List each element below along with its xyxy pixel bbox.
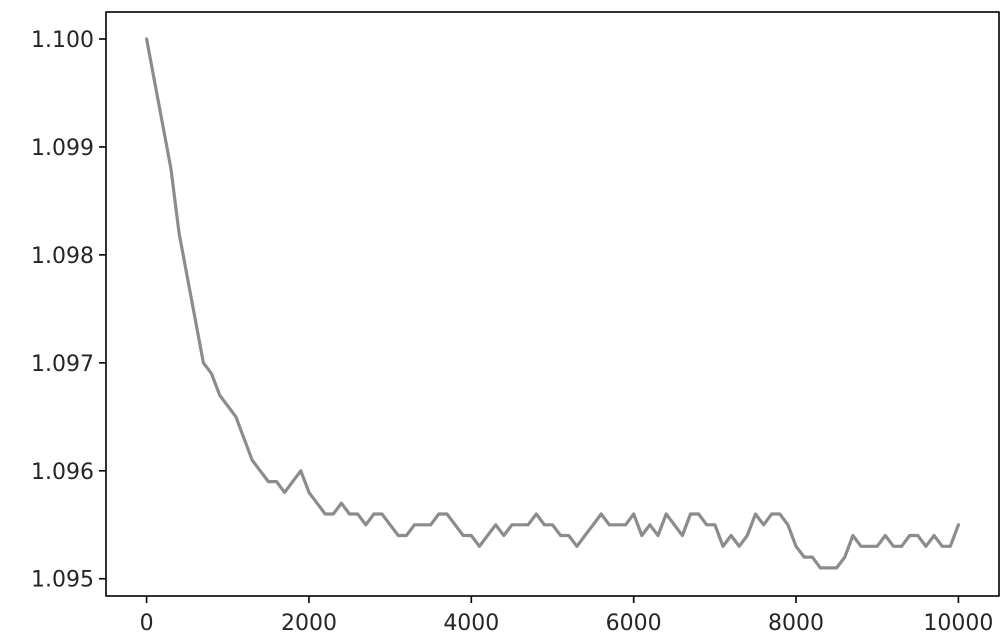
y-tick-label: 1.099 bbox=[31, 136, 94, 161]
y-tick-label: 1.096 bbox=[31, 460, 94, 485]
x-axis: 0 2000 4000 6000 8000 10000 bbox=[140, 596, 993, 636]
x-tick-label: 2000 bbox=[281, 611, 337, 636]
y-tick-label: 1.097 bbox=[31, 352, 94, 377]
axes-frame bbox=[105, 11, 1000, 597]
plot-background bbox=[106, 12, 999, 596]
x-tick-label: 10000 bbox=[923, 611, 993, 636]
series-group bbox=[145, 37, 961, 570]
y-axis: 1.095 1.096 1.097 1.098 1.099 1.100 bbox=[31, 28, 106, 593]
y-tick-label: 1.095 bbox=[31, 568, 94, 593]
series-line bbox=[145, 37, 961, 570]
x-tick-label: 6000 bbox=[606, 611, 662, 636]
y-tick-label: 1.100 bbox=[31, 28, 94, 53]
x-tick-label: 4000 bbox=[443, 611, 499, 636]
x-tick-label: 0 bbox=[140, 611, 154, 636]
x-tick-label: 8000 bbox=[768, 611, 824, 636]
y-tick-label: 1.098 bbox=[31, 244, 94, 269]
